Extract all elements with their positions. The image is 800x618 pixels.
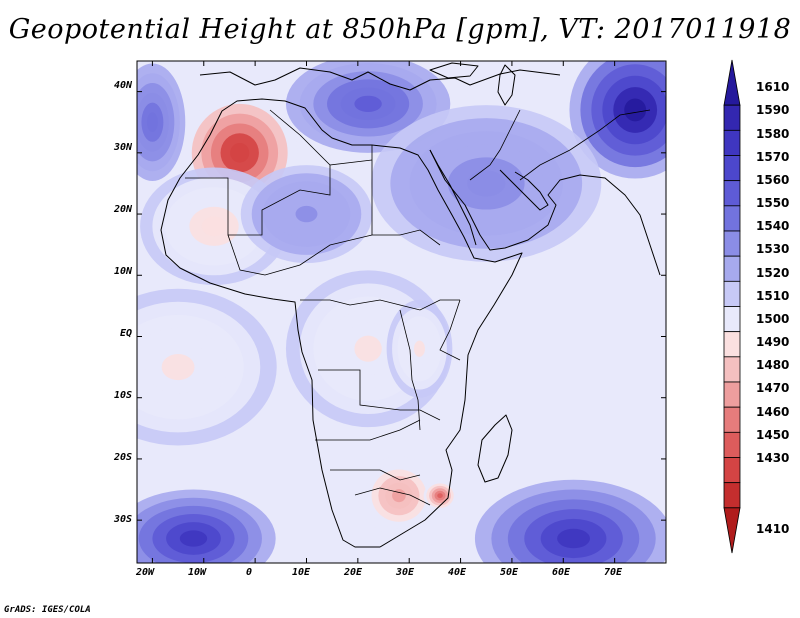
colorbar-swatch [723, 331, 741, 358]
colorbar-label: 1460 [756, 405, 790, 419]
colorbar-label: 1430 [756, 451, 790, 465]
europe-coastline [199, 67, 561, 91]
colorbar-swatch [723, 155, 741, 182]
colorbar-label: 1480 [756, 358, 790, 372]
colorbar-label: 1450 [756, 428, 790, 442]
africa-coastline [160, 98, 523, 548]
plot-frame [136, 60, 667, 564]
border-line [318, 369, 441, 421]
colorbar-swatch [723, 230, 741, 257]
lon-label: 50E [499, 567, 519, 578]
colorbar-swatch [723, 507, 741, 554]
lon-label: 0 [245, 567, 253, 578]
colorbar-label: 1510 [756, 289, 790, 303]
colorbar-swatch [723, 280, 741, 307]
border-line [439, 299, 461, 361]
lat-label: 30N [113, 142, 132, 153]
border-line [300, 299, 460, 311]
colorbar-swatch [723, 104, 741, 131]
colorbar-swatch [723, 255, 741, 282]
lat-label: 10S [113, 390, 132, 401]
field-contour-himalaya-low [624, 98, 647, 122]
colorbar-label: 1530 [756, 242, 790, 256]
lon-label: 10E [291, 567, 311, 578]
colorbar-swatch [723, 129, 741, 156]
caspian-coastline [497, 64, 516, 106]
colorbar-swatch [723, 59, 741, 106]
lon-label: 10W [187, 567, 207, 578]
map-title: Geopotential Height at 850hPa [gpm], VT:… [8, 14, 792, 45]
colorbar-swatch [723, 306, 741, 333]
field-contour-southern-africa-high [392, 489, 406, 503]
coastlines [160, 62, 661, 548]
border-line [185, 159, 373, 236]
persian-gulf-coastline [499, 169, 549, 211]
lat-label: 40N [113, 80, 132, 91]
colorbar-label: 1550 [756, 196, 790, 210]
grads-credit: GrADS: IGES/COLA [4, 605, 91, 615]
lat-label: 20S [113, 452, 132, 463]
colorbar-label: 1490 [756, 335, 790, 349]
lon-label: 60E [551, 567, 571, 578]
border-line [269, 109, 331, 166]
colorbar-label: 1520 [756, 266, 790, 280]
border-line [315, 419, 421, 441]
lat-label: 30S [113, 514, 132, 525]
colorbar-label: 1540 [756, 219, 790, 233]
border-line [519, 109, 651, 181]
colorbar-label: 1580 [756, 127, 790, 141]
field-contour-congo-basin-high [354, 335, 382, 362]
field-contour-south-atlantic-low [179, 530, 208, 547]
lon-label: 40E [447, 567, 467, 578]
colorbar-swatch [723, 431, 741, 458]
colorbar-swatch [723, 381, 741, 408]
field-contour-arabia-low [467, 170, 506, 197]
red-sea-coastline [429, 149, 477, 246]
field-contour-mediterranean-low [354, 95, 382, 113]
field-contour-west-africa-high [201, 216, 227, 237]
height-field [137, 61, 666, 563]
border-line [227, 234, 373, 276]
lon-label: 30E [395, 567, 415, 578]
colorbar-label: 1470 [756, 381, 790, 395]
colorbar-swatch [723, 205, 741, 232]
field-contour-mozambique-high [437, 493, 443, 499]
axis-ticks [137, 61, 666, 563]
colorbar-swatch [723, 356, 741, 383]
madagascar-coastline [477, 414, 513, 483]
lon-label: 70E [603, 567, 623, 578]
lon-label: 20E [343, 567, 363, 578]
country-borders [185, 109, 651, 506]
field-contour-east-africa-high [413, 340, 425, 357]
lat-label: EQ [119, 328, 132, 339]
border-line [399, 309, 421, 431]
black-sea-coastline [429, 62, 479, 79]
colorbar [723, 59, 741, 554]
border-line [371, 145, 441, 246]
colorbar-label: 1500 [756, 312, 790, 326]
border-line [469, 109, 521, 181]
lat-label: 20N [113, 204, 132, 215]
colorbar-label: 1610 [756, 80, 790, 94]
border-line [330, 469, 421, 481]
arabia-coastline [429, 149, 661, 276]
colorbar-swatch [723, 457, 741, 484]
colorbar-swatch [723, 180, 741, 207]
colorbar-label: 1560 [756, 173, 790, 187]
field-contour-sahel-low [295, 205, 318, 223]
colorbar-swatch [723, 406, 741, 433]
colorbar-label: 1410 [756, 522, 790, 536]
field-contour-saharan-high [230, 143, 250, 163]
colorbar-swatch [723, 482, 741, 509]
colorbar-label: 1570 [756, 150, 790, 164]
field-contour-atlantic-north-low [146, 112, 158, 133]
border-line [354, 487, 431, 506]
field-contour-indian-ocean-low [557, 528, 590, 549]
lon-label: 20W [135, 567, 155, 578]
colorbar-label: 1590 [756, 103, 790, 117]
lat-label: 10N [113, 266, 132, 277]
field-contour-atlantic-ridge [161, 354, 195, 381]
